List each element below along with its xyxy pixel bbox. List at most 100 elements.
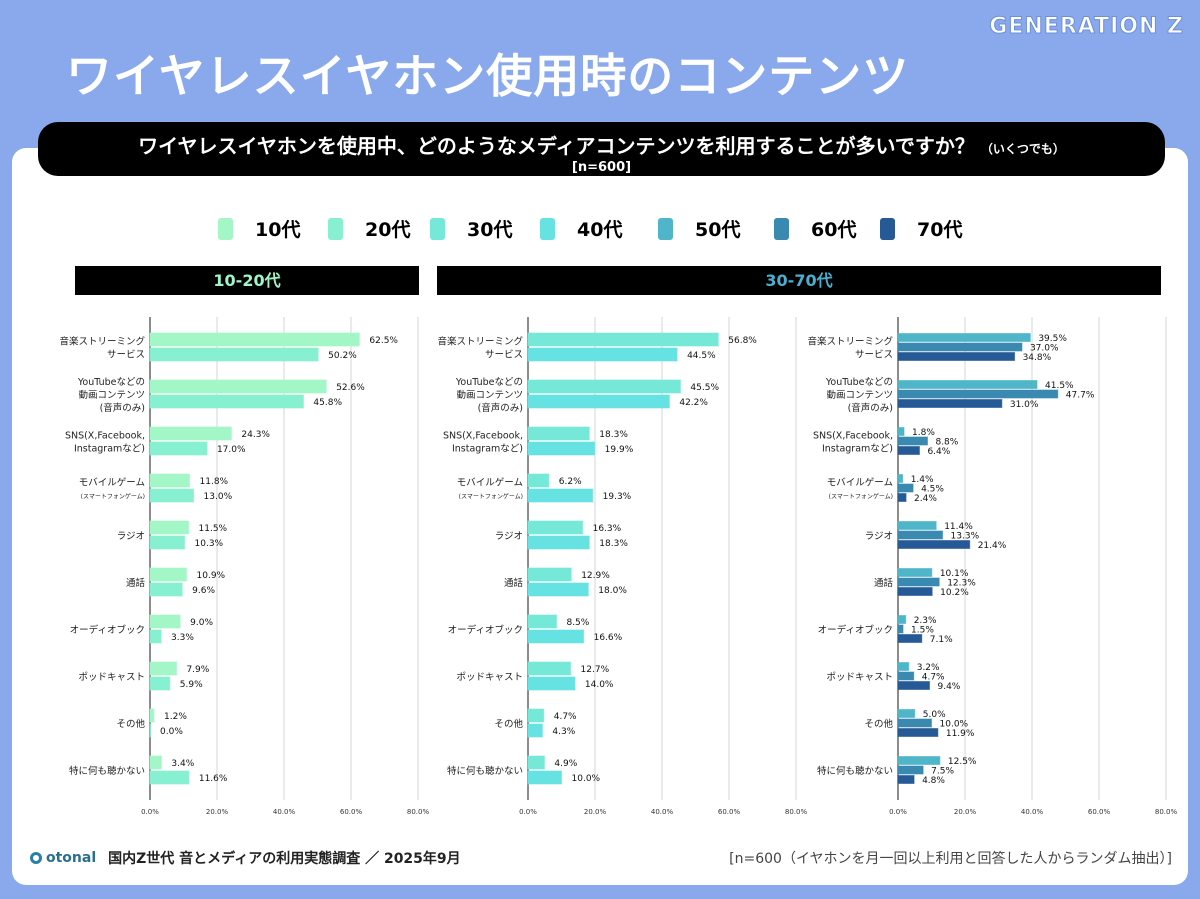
category-label: 音楽ストリーミング bbox=[437, 336, 523, 348]
footer-source-text: 国内Z世代 音とメディアの利用実態調査 ／ 2025年9月 bbox=[108, 851, 461, 867]
data-label: 10.0% bbox=[940, 720, 969, 730]
category-label: YouTubeなどの bbox=[455, 377, 523, 388]
data-label: 19.9% bbox=[605, 445, 634, 455]
data-label: 1.8% bbox=[912, 428, 935, 438]
category-label: Instagramなど) bbox=[74, 444, 145, 455]
x-tick-label: 20.0% bbox=[206, 808, 229, 816]
legend-label: 40代 bbox=[577, 219, 623, 241]
bar bbox=[897, 436, 928, 446]
category-label: (音声のみ) bbox=[478, 402, 523, 414]
bar bbox=[897, 709, 916, 718]
panel-header-10-20: 10-20代 bbox=[75, 266, 419, 295]
data-label: 4.9% bbox=[554, 759, 577, 769]
bar bbox=[897, 756, 941, 765]
brand-logo: GENERATION Z bbox=[989, 14, 1184, 40]
data-label: 3.3% bbox=[171, 633, 194, 643]
bar bbox=[897, 765, 924, 775]
data-label: 19.3% bbox=[603, 492, 632, 502]
category-label: 音楽ストリーミング bbox=[807, 336, 893, 348]
bar bbox=[897, 483, 914, 493]
data-label: 14.0% bbox=[585, 680, 614, 690]
bar bbox=[897, 681, 930, 690]
x-tick-label: 80.0% bbox=[785, 808, 808, 816]
x-tick-label: 80.0% bbox=[1155, 808, 1178, 816]
x-tick-label: 0.0% bbox=[141, 808, 159, 816]
bar bbox=[149, 676, 171, 691]
data-label: 7.9% bbox=[186, 665, 209, 675]
bar bbox=[149, 441, 208, 456]
data-label: 21.4% bbox=[978, 541, 1007, 551]
bar bbox=[527, 676, 576, 691]
otonal-logo-icon bbox=[30, 852, 42, 864]
bar bbox=[527, 379, 681, 394]
data-label: 1.4% bbox=[911, 475, 934, 485]
data-label: 8.5% bbox=[566, 618, 589, 628]
legend-label: 50代 bbox=[695, 219, 741, 241]
category-label: 特に何も聴かない bbox=[817, 765, 893, 777]
data-label: 11.4% bbox=[944, 522, 973, 532]
legend-swatch bbox=[430, 217, 445, 240]
bar bbox=[527, 723, 543, 738]
data-label: 6.2% bbox=[559, 477, 582, 487]
data-label: 16.3% bbox=[593, 524, 622, 534]
data-label: 24.3% bbox=[241, 430, 270, 440]
category-label: その他 bbox=[494, 718, 523, 730]
bar bbox=[897, 521, 937, 530]
data-label: 9.6% bbox=[192, 586, 215, 596]
footer-note: [n=600（イヤホンを月一回以上利用と回答した人からランダム抽出）] bbox=[729, 851, 1172, 867]
legend-item: 30代 bbox=[430, 215, 512, 242]
data-label: 18.3% bbox=[599, 539, 628, 549]
x-tick-label: 60.0% bbox=[340, 808, 363, 816]
legend-swatch bbox=[328, 217, 343, 240]
data-label: 45.8% bbox=[313, 398, 342, 408]
data-label: 13.3% bbox=[951, 532, 980, 542]
data-label: 41.5% bbox=[1045, 381, 1074, 391]
data-label: 5.9% bbox=[180, 680, 203, 690]
bar bbox=[527, 535, 590, 550]
legend: 10代 20代 30代 40代 50代 60代 70代 bbox=[0, 215, 1200, 243]
legend-label: 30代 bbox=[467, 219, 513, 241]
category-label: ラジオ bbox=[495, 531, 523, 542]
category-label: ラジオ bbox=[117, 531, 145, 542]
data-label: 10.9% bbox=[197, 571, 226, 581]
bar bbox=[149, 708, 155, 723]
data-label: 39.5% bbox=[1038, 334, 1067, 344]
bar bbox=[897, 624, 904, 634]
x-tick-label: 40.0% bbox=[651, 808, 674, 816]
category-label: オーディオブック bbox=[448, 624, 523, 636]
bar bbox=[527, 441, 596, 456]
bar bbox=[897, 662, 910, 671]
category-label: (スマートフォンゲーム) bbox=[829, 493, 893, 501]
data-label: 2.4% bbox=[914, 494, 937, 504]
data-label: 12.3% bbox=[947, 579, 976, 589]
data-label: 3.2% bbox=[917, 663, 940, 673]
category-label: (スマートフォンゲーム) bbox=[459, 493, 523, 501]
category-label: (スマートフォンゲーム) bbox=[81, 493, 145, 501]
category-label: 動画コンテンツ bbox=[456, 390, 523, 401]
category-label: ポッドキャスト bbox=[78, 672, 145, 683]
data-label: 1.2% bbox=[164, 712, 187, 722]
category-label: ラジオ bbox=[865, 531, 893, 542]
category-label: ポッドキャスト bbox=[826, 672, 893, 683]
bar bbox=[897, 530, 944, 540]
data-label: 4.5% bbox=[921, 485, 944, 495]
x-tick-label: 0.0% bbox=[519, 808, 537, 816]
data-label: 4.3% bbox=[552, 727, 575, 737]
bar bbox=[527, 770, 562, 785]
data-label: 10.2% bbox=[940, 588, 969, 598]
data-label: 42.2% bbox=[679, 398, 708, 408]
bar bbox=[897, 389, 1059, 399]
data-label: 10.3% bbox=[195, 539, 224, 549]
data-label: 1.5% bbox=[911, 626, 934, 636]
bar bbox=[527, 332, 719, 347]
category-label: SNS(X,Facebook, bbox=[65, 431, 145, 442]
bar bbox=[897, 634, 923, 643]
bar bbox=[149, 394, 304, 409]
category-label: (音声のみ) bbox=[848, 402, 893, 414]
category-label: SNS(X,Facebook, bbox=[443, 431, 523, 442]
data-label: 3.4% bbox=[171, 759, 194, 769]
x-tick-label: 40.0% bbox=[273, 808, 296, 816]
legend-label: 60代 bbox=[811, 219, 857, 241]
footer-source: otonal 国内Z世代 音とメディアの利用実態調査 ／ 2025年9月 bbox=[30, 848, 461, 868]
data-label: 52.6% bbox=[336, 383, 365, 393]
